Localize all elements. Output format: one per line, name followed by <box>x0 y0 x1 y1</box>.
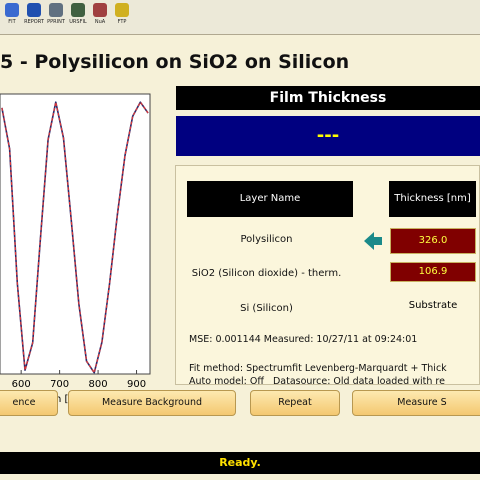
toolbar-button[interactable]: NuA <box>88 3 112 25</box>
film-thickness-result: --- <box>176 116 480 156</box>
toolbar-label: FIT <box>8 19 16 25</box>
layer-name: Polysilicon <box>240 234 293 245</box>
toolbar: FIT REPORT PPRINT URSFIL NuA FTP <box>0 0 480 35</box>
toolbar-icon <box>5 3 19 17</box>
toolbar-label: REPORT <box>24 19 44 25</box>
toolbar-label: NuA <box>94 19 106 25</box>
results-panel: Layer Name Thickness [nm] Polysilicon 326… <box>175 165 480 385</box>
spectrum-plot: 600700800900Wavelength [nm] <box>0 93 151 405</box>
info-line: Fit method: Spectrumfit Levenberg-Marqua… <box>189 363 447 374</box>
info-line: MSE: 0.001144 Measured: 10/27/11 at 09:2… <box>189 334 418 345</box>
column-header: Thickness [nm] <box>389 181 476 217</box>
button[interactable]: Measure S <box>352 390 480 416</box>
toolbar-icon <box>71 3 85 17</box>
status-bar: Ready. <box>0 452 480 474</box>
toolbar-icon <box>93 3 107 17</box>
toolbar-button[interactable]: REPORT <box>22 3 46 25</box>
layer-name: SiO2 (Silicon dioxide) - therm. <box>191 268 342 279</box>
x-tick-label: 700 <box>50 379 69 390</box>
x-tick-label: 800 <box>89 379 108 390</box>
film-thickness-header: Film Thickness <box>176 86 480 110</box>
plot-area <box>0 93 151 375</box>
selection-arrow <box>364 232 382 250</box>
toolbar-label: PPRINT <box>47 19 65 25</box>
x-tick-label: 900 <box>127 379 146 390</box>
layer-thickness: 106.9 <box>390 262 476 282</box>
column-header: Layer Name <box>187 181 353 217</box>
x-tick-label: 600 <box>12 379 31 390</box>
toolbar-label: URSFIL <box>69 19 87 25</box>
toolbar-icon <box>49 3 63 17</box>
toolbar-button[interactable]: PPRINT <box>44 3 68 25</box>
toolbar-button[interactable]: FTP <box>110 3 134 25</box>
toolbar-label: FTP <box>117 19 127 25</box>
window-title: 5 - Polysilicon on SiO2 on Silicon <box>0 51 350 73</box>
toolbar-button[interactable]: FIT <box>0 3 24 25</box>
button[interactable]: Repeat <box>250 390 340 416</box>
toolbar-button[interactable]: URSFIL <box>66 3 90 25</box>
spectrum-line <box>1 101 149 374</box>
toolbar-icon <box>27 3 41 17</box>
layer-name: Si (Silicon) <box>240 303 293 314</box>
button[interactable]: ence <box>0 390 58 416</box>
layer-thickness: 326.0 <box>390 228 476 254</box>
layer-thickness: Substrate <box>408 300 458 311</box>
info-line: Auto model: Off Datasource: Old data loa… <box>189 376 445 385</box>
button[interactable]: Measure Background <box>68 390 236 416</box>
toolbar-icon <box>115 3 129 17</box>
